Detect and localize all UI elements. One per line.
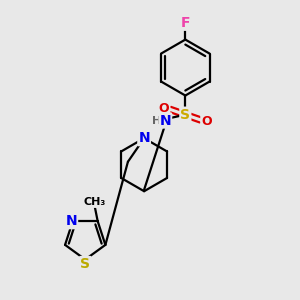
- Text: S: S: [180, 108, 190, 122]
- Text: N: N: [65, 214, 77, 228]
- Text: O: O: [159, 102, 170, 115]
- Text: N: N: [160, 114, 171, 128]
- Text: N: N: [138, 131, 150, 145]
- Text: F: F: [181, 16, 190, 30]
- Text: H: H: [152, 116, 161, 126]
- Text: CH₃: CH₃: [84, 197, 106, 207]
- Text: S: S: [80, 257, 90, 271]
- Text: O: O: [201, 115, 212, 128]
